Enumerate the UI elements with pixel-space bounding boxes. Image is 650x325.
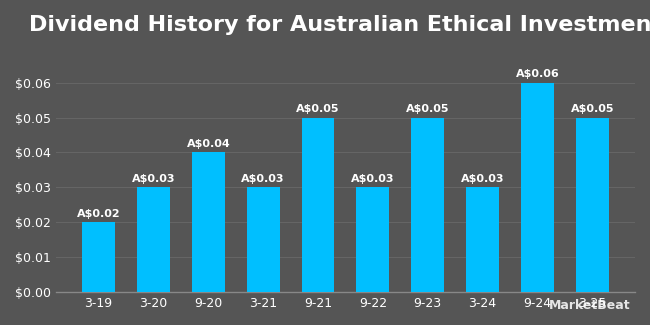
Text: A$0.03: A$0.03: [461, 174, 504, 184]
Bar: [192, 152, 225, 292]
Text: A$0.03: A$0.03: [132, 174, 176, 184]
Text: A$0.05: A$0.05: [406, 104, 449, 114]
Text: A$0.06: A$0.06: [515, 69, 559, 79]
Text: A$0.05: A$0.05: [296, 104, 340, 114]
Bar: [137, 188, 170, 292]
Text: A$0.03: A$0.03: [241, 174, 285, 184]
Text: A$0.03: A$0.03: [351, 174, 395, 184]
Bar: [302, 118, 335, 292]
Bar: [576, 118, 608, 292]
Title: Dividend History for Australian Ethical Investment: Dividend History for Australian Ethical …: [29, 15, 650, 35]
Bar: [356, 188, 389, 292]
Bar: [521, 83, 554, 292]
Text: A$0.02: A$0.02: [77, 209, 120, 219]
Text: A$0.04: A$0.04: [187, 139, 230, 149]
Bar: [247, 188, 280, 292]
Bar: [82, 222, 115, 292]
Text: A$0.05: A$0.05: [571, 104, 614, 114]
Bar: [411, 118, 444, 292]
Bar: [466, 188, 499, 292]
Text: MarketBeat: MarketBeat: [549, 299, 630, 312]
